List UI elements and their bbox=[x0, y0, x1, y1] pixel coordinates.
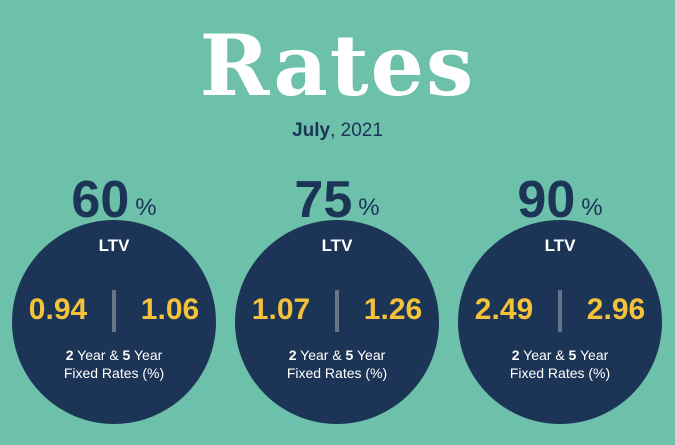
rate-divider bbox=[335, 290, 339, 332]
rate-divider bbox=[112, 290, 116, 332]
date-year: , 2021 bbox=[330, 120, 383, 141]
rates-caption: 2 Year & 5 Year Fixed Rates (%) bbox=[458, 346, 662, 382]
caption-mid: Year & bbox=[519, 347, 569, 363]
ltv-value: 90 bbox=[517, 171, 576, 229]
rates-caption: 2 Year & 5 Year Fixed Rates (%) bbox=[12, 346, 216, 382]
rate-5-year: 1.26 bbox=[363, 293, 423, 326]
date-month: July bbox=[292, 120, 331, 141]
rate-card-60: 60% LTV 0.94 1.06 2 Year & 5 Year Fixed … bbox=[12, 170, 216, 430]
caption-mid: Year & bbox=[296, 347, 346, 363]
ltv-percentage: 90% bbox=[458, 170, 662, 230]
rates-row: 1.07 1.26 bbox=[235, 290, 439, 332]
rate-card-75: 75% LTV 1.07 1.26 2 Year & 5 Year Fixed … bbox=[235, 170, 439, 430]
ltv-value: 60 bbox=[71, 171, 130, 229]
rate-divider bbox=[558, 290, 562, 332]
rate-2-year: 2.49 bbox=[474, 293, 534, 326]
caption-line2: Fixed Rates (%) bbox=[63, 365, 165, 381]
rate-5-year: 1.06 bbox=[140, 293, 200, 326]
rate-card-90: 90% LTV 2.49 2.96 2 Year & 5 Year Fixed … bbox=[458, 170, 662, 430]
caption-line2: Fixed Rates (%) bbox=[509, 365, 611, 381]
caption-num-2: 2 bbox=[288, 347, 297, 363]
percent-symbol: % bbox=[581, 194, 603, 221]
percent-symbol: % bbox=[135, 194, 157, 221]
rate-2-year: 0.94 bbox=[28, 293, 88, 326]
caption-num-5: 5 bbox=[568, 347, 577, 363]
rate-5-year: 2.96 bbox=[586, 293, 646, 326]
caption-mid: Year & bbox=[73, 347, 123, 363]
page-title: Rates bbox=[199, 16, 476, 115]
rate-2-year: 1.07 bbox=[251, 293, 311, 326]
rates-row: 0.94 1.06 bbox=[12, 290, 216, 332]
date-label: July, 2021 bbox=[0, 120, 675, 142]
percent-symbol: % bbox=[358, 194, 380, 221]
ltv-label: LTV bbox=[321, 236, 353, 255]
caption-num-5: 5 bbox=[122, 347, 131, 363]
caption-num-5: 5 bbox=[345, 347, 354, 363]
rates-row: 2.49 2.96 bbox=[458, 290, 662, 332]
caption-tail: Year bbox=[353, 347, 386, 363]
ltv-value: 75 bbox=[294, 171, 353, 229]
caption-num-2: 2 bbox=[65, 347, 74, 363]
ltv-label: LTV bbox=[98, 236, 130, 255]
rates-caption: 2 Year & 5 Year Fixed Rates (%) bbox=[235, 346, 439, 382]
caption-tail: Year bbox=[130, 347, 163, 363]
ltv-label: LTV bbox=[544, 236, 576, 255]
ltv-percentage: 60% bbox=[12, 170, 216, 230]
ltv-percentage: 75% bbox=[235, 170, 439, 230]
caption-num-2: 2 bbox=[511, 347, 520, 363]
caption-line2: Fixed Rates (%) bbox=[286, 365, 388, 381]
caption-tail: Year bbox=[576, 347, 609, 363]
